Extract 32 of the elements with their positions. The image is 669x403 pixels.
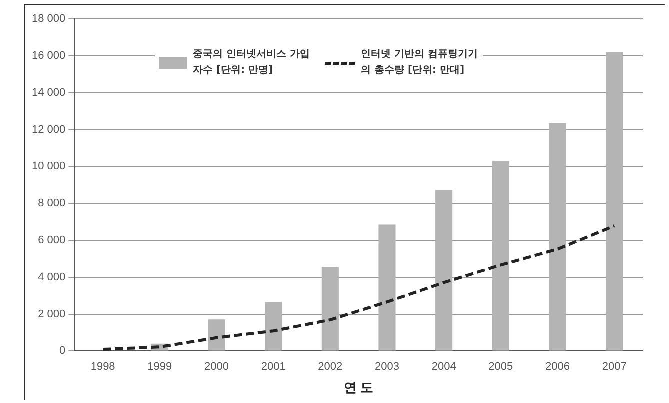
y-tick-label: 6 000	[38, 234, 66, 246]
y-tick-label: 0	[60, 345, 66, 358]
bar	[606, 52, 624, 351]
y-tick-label: 14 000	[32, 86, 66, 99]
x-tick-label: 2006	[546, 360, 570, 373]
y-tick-label: 10 000	[32, 160, 66, 173]
x-tick-label: 2007	[602, 360, 627, 373]
y-tick-label: 12 000	[32, 124, 66, 136]
bar	[492, 161, 510, 351]
y-tick-label: 4 000	[38, 271, 66, 284]
bar	[265, 302, 282, 351]
line-series	[102, 224, 616, 352]
legend-label: 인터넷 기반의 컴퓨팅기기의 총수량 [단위: 만대]	[361, 48, 479, 78]
x-axis-title: 연 도	[344, 380, 374, 395]
x-tick-label: 2003	[375, 360, 400, 373]
x-tick-label: 2005	[488, 360, 514, 373]
y-tick-label: 16 000	[32, 50, 66, 62]
x-tick-label: 1998	[90, 360, 116, 373]
bar	[208, 320, 226, 351]
x-tick-label: 1999	[148, 360, 172, 373]
bar	[378, 224, 396, 351]
x-tick-label: 2004	[432, 360, 456, 373]
bar	[549, 123, 566, 351]
legend-label: 중국의 인터넷서비스 가입자수 [단위: 만명]	[193, 48, 311, 78]
y-tick-label: 18 000	[32, 13, 66, 26]
y-tick-label: 8 000	[38, 198, 66, 210]
bar	[322, 267, 339, 351]
bar	[436, 190, 453, 351]
x-tick-label: 2002	[318, 360, 343, 373]
y-tick-label: 2 000	[38, 308, 66, 320]
x-tick-label: 2001	[261, 360, 286, 373]
x-tick-label: 2000	[204, 360, 229, 373]
